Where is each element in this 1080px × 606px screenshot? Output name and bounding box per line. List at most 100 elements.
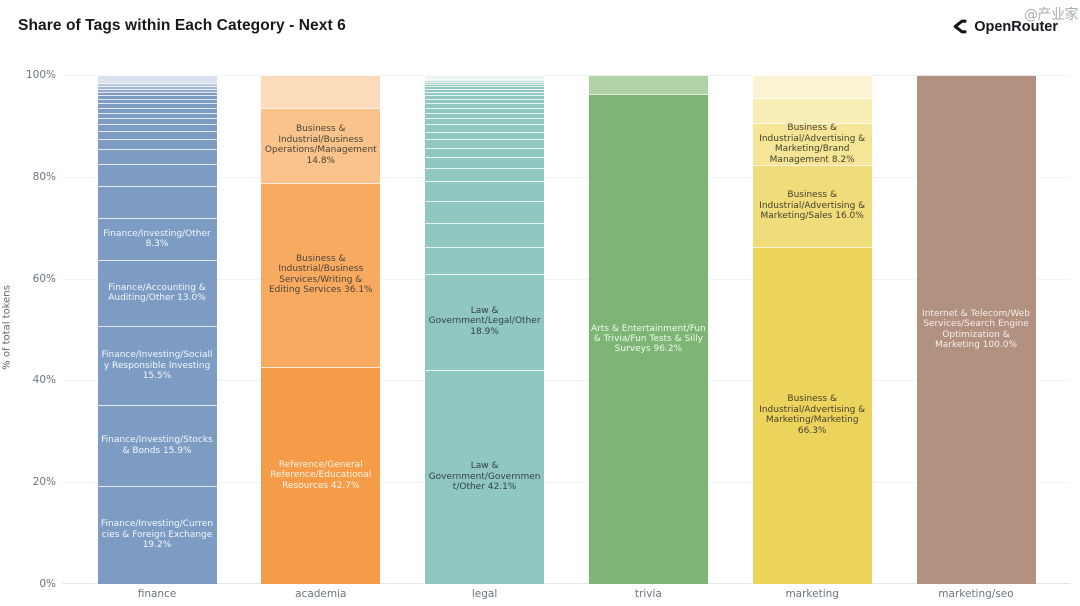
bar-segment — [97, 164, 217, 186]
bar-segment — [97, 88, 217, 92]
bar-segment — [425, 246, 545, 274]
bar-segment: Business & Industrial/Business Services/… — [261, 182, 381, 367]
bar-academia: Reference/General Reference/Educational … — [261, 75, 381, 584]
bar-segment: Finance/Investing/Stocks & Bonds 15.9% — [97, 405, 217, 487]
bar-segment: Reference/General Reference/Educational … — [261, 366, 381, 584]
y-tick-60%: 60% — [32, 272, 56, 285]
bar-segment — [425, 147, 545, 158]
bar-segment — [97, 118, 217, 125]
gridline-100% — [62, 75, 1070, 76]
bar-segment — [425, 98, 545, 103]
bar-segment — [97, 95, 217, 99]
openrouter-logo-icon — [950, 18, 967, 35]
bar-segment — [97, 103, 217, 108]
bar-segment — [425, 89, 545, 93]
bar-segment: Business & Industrial/Advertising & Mark… — [752, 246, 872, 584]
bar-segment — [425, 103, 545, 108]
bar-marketing: Business & Industrial/Advertising & Mark… — [752, 75, 872, 584]
bar-finance: Finance/Investing/Currencies & Foreign E… — [97, 75, 217, 584]
segment-label: Finance/Investing/Stocks & Bonds 15.9% — [101, 435, 213, 456]
segment-label: Business & Industrial/Advertising & Mark… — [759, 190, 866, 222]
x-axis-label-academia: academia — [295, 588, 347, 600]
bar-segment — [97, 85, 217, 89]
segment-label: Law & Government/Government/Other 42.1% — [428, 461, 541, 493]
bar-segment — [97, 75, 217, 84]
bar-segment — [97, 149, 217, 165]
bar-segment — [97, 91, 217, 96]
openrouter-brand-label: OpenRouter — [974, 18, 1058, 35]
bar-segment — [425, 168, 545, 181]
bar-segment — [588, 75, 708, 95]
bar-segment — [425, 92, 545, 96]
gridline-20% — [62, 482, 1070, 484]
bar-segment — [97, 138, 217, 150]
bar-legal: Law & Government/Government/Other 42.1% L… — [425, 75, 545, 584]
segment-label: Finance/Investing/Socially Responsible I… — [101, 350, 213, 382]
segment-label: Finance/Accounting & Auditing/Other 13.0… — [108, 282, 206, 304]
bar-segment — [425, 180, 545, 201]
bar-segment — [425, 200, 545, 223]
bar-segment — [425, 139, 545, 148]
gridline-80% — [62, 176, 1070, 178]
bar-segment — [752, 98, 872, 124]
x-axis-label-legal: legal — [471, 588, 498, 600]
bar-segment — [425, 222, 545, 247]
bar-segment — [97, 112, 217, 119]
bar-segment — [752, 75, 872, 99]
bar-segment: Business & Industrial/Business Operation… — [261, 107, 381, 183]
y-axis-ticks: 0% 20% 40% 60% 80% 100% — [0, 0, 56, 606]
segment-label: Business & Industrial/Advertising & Mark… — [759, 123, 866, 165]
bar-segment — [425, 107, 545, 113]
x-axis-label-trivia: trivia — [634, 588, 662, 600]
bar-segment: Business & Industrial/Advertising & Mark… — [752, 123, 872, 166]
bar-segment — [425, 131, 545, 140]
bar-segment — [425, 79, 545, 81]
x-axis-label-marketing: marketing — [785, 588, 839, 600]
y-tick-80%: 80% — [32, 170, 56, 183]
bar-trivia: Arts & Entertainment/Fun & Trivia/Fun Te… — [588, 75, 708, 584]
segment-label: Law & Government/Legal/Other 18.9% — [428, 305, 541, 337]
bar-segment: Finance/Investing/Other 8.3% — [97, 218, 217, 261]
segment-label: Business & Industrial/Advertising & Mark… — [759, 394, 866, 436]
bar-segment: Business & Industrial/Advertising & Mark… — [752, 165, 872, 247]
gridline-40% — [62, 380, 1070, 382]
segment-label: Finance/Investing/Currencies & Foreign E… — [100, 519, 214, 551]
bar-segment: Finance/Investing/Currencies & Foreign E… — [97, 486, 217, 584]
y-tick-0%: 0% — [39, 578, 56, 590]
x-axis-label-finance: finance — [137, 588, 177, 600]
bar-segment — [425, 83, 545, 87]
bar-segment: Law & Government/Government/Other 42.1% — [425, 369, 545, 584]
bar-segment: Arts & Entertainment/Fun & Trivia/Fun Te… — [588, 94, 708, 584]
segment-label: Arts & Entertainment/Fun & Trivia/Fun Te… — [590, 323, 706, 355]
bar-segment — [97, 185, 217, 219]
bar-segment — [425, 124, 545, 132]
bar-segment — [261, 75, 381, 108]
bar-segment — [425, 81, 545, 84]
segment-label: Internet & Telecom/Web Services/Search E… — [922, 308, 1030, 350]
openrouter-brand: OpenRouter — [950, 18, 1058, 35]
bar-segment: Law & Government/Legal/Other 18.9% — [425, 273, 545, 370]
bar-segment: Finance/Accounting & Auditing/Other 13.0… — [97, 260, 217, 327]
bar-segment — [425, 95, 545, 99]
y-tick-20%: 20% — [32, 476, 56, 489]
segment-label: Reference/General Reference/Educational … — [270, 459, 372, 491]
plot-area: Finance/Investing/Currencies & Foreign E… — [62, 75, 1070, 584]
gridline-0% — [62, 583, 1070, 584]
x-axis-label-marketing/seo: marketing/seo — [938, 588, 1014, 600]
bar-segment: Internet & Telecom/Web Services/Search E… — [916, 75, 1036, 584]
chart-title: Share of Tags within Each Category - Nex… — [18, 17, 346, 34]
segment-label: Business & Industrial/Business Operation… — [264, 124, 377, 166]
bar-segment — [425, 157, 545, 169]
bar-segment — [425, 75, 545, 80]
bar-segment — [97, 107, 217, 113]
bar-marketing/seo: Internet & Telecom/Web Services/Search E… — [916, 75, 1036, 584]
y-tick-100%: 100% — [25, 69, 56, 81]
gridline-60% — [62, 278, 1070, 280]
watermark-text: @产业家 — [1024, 7, 1079, 23]
bar-segment: Finance/Investing/Socially Responsible I… — [97, 326, 217, 406]
bar-segment — [425, 112, 545, 119]
bar-segment — [425, 86, 545, 89]
segment-label: Business & Industrial/Business Services/… — [268, 253, 373, 296]
bar-segment — [97, 83, 217, 86]
